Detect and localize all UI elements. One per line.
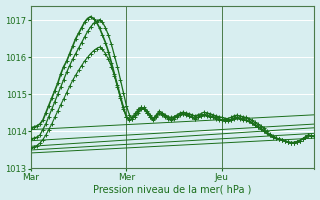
X-axis label: Pression niveau de la mer( hPa ): Pression niveau de la mer( hPa ): [93, 184, 252, 194]
